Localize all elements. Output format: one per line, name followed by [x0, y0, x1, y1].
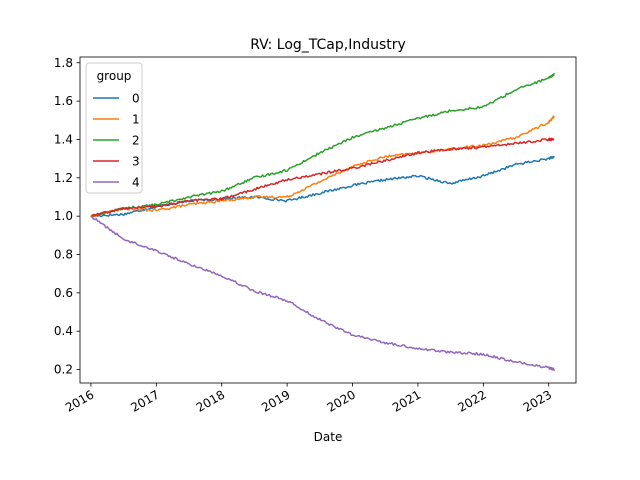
series-line-3 — [90, 137, 555, 218]
series-line-1 — [90, 115, 555, 218]
y-tick-label: 1.4 — [54, 132, 73, 146]
x-axis-label: Date — [314, 430, 343, 444]
legend-label-1: 1 — [132, 113, 140, 127]
legend-label-4: 4 — [132, 176, 140, 190]
plot-series — [90, 72, 555, 372]
y-tick-label: 1.0 — [54, 209, 73, 223]
legend-label-0: 0 — [132, 92, 140, 106]
legend-items: 0 1 2 3 4 — [93, 92, 140, 190]
plot-frame — [79, 56, 577, 384]
y-axis: 0.2 0.4 0.6 0.8 1.0 1.2 1.4 1.6 1.8 — [54, 56, 80, 377]
legend-title: group — [97, 69, 132, 83]
y-tick-label: 0.2 — [54, 363, 73, 377]
y-tick-label: 0.6 — [54, 286, 73, 300]
legend-label-3: 3 — [132, 155, 140, 169]
y-tick-label: 0.8 — [54, 248, 73, 262]
y-tick-label: 1.2 — [54, 171, 73, 185]
chart-title: RV: Log_TCap,Industry — [250, 37, 406, 53]
series-line-4 — [90, 215, 555, 372]
y-tick-label: 0.4 — [54, 324, 73, 338]
series-line-2 — [90, 72, 555, 218]
legend: group 0 1 2 3 4 — [85, 62, 143, 194]
y-tick-label: 1.8 — [54, 56, 73, 70]
legend-label-2: 2 — [132, 134, 140, 148]
y-tick-label: 1.6 — [54, 94, 73, 108]
